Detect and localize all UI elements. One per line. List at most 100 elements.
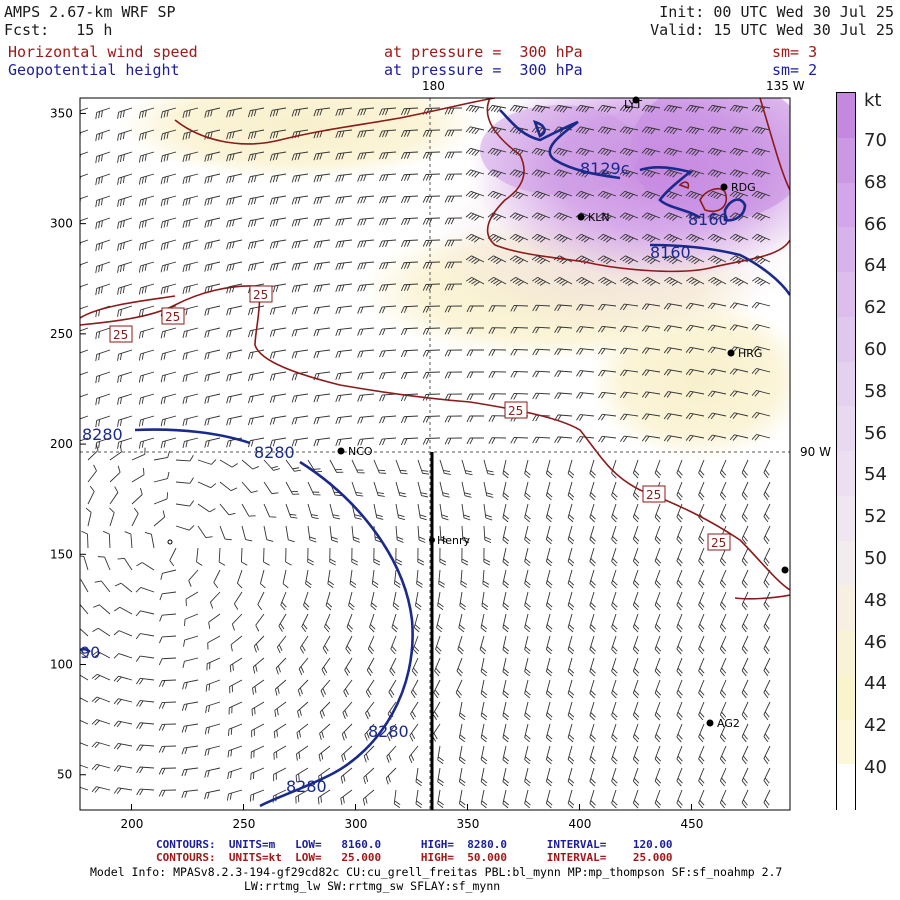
wind-barb	[487, 104, 507, 113]
wind-barb	[729, 276, 749, 286]
wind-barb	[160, 393, 177, 405]
wind-barb	[751, 233, 771, 243]
wind-barb	[182, 371, 199, 383]
wind-barb	[698, 789, 705, 809]
wind-barb	[400, 437, 419, 446]
wind-barb	[296, 723, 309, 740]
wind-barb	[698, 657, 705, 677]
wind-barb	[502, 503, 510, 523]
wind-barb	[763, 767, 771, 787]
wind-barb	[241, 459, 260, 470]
wind-barb	[685, 324, 705, 332]
wind-barb	[117, 305, 133, 317]
wind-barb	[545, 657, 553, 677]
wind-barb	[80, 239, 89, 252]
wind-barb	[461, 481, 472, 498]
wind-barb	[95, 217, 111, 230]
wind-barb	[510, 370, 529, 378]
wind-barb	[531, 276, 551, 286]
wind-barb	[159, 613, 177, 622]
x-tick-label: 450	[680, 817, 703, 831]
wind-barb	[253, 635, 265, 653]
wind-barb	[461, 525, 470, 543]
wind-barb	[483, 481, 494, 498]
wind-barb	[204, 107, 221, 118]
colorbar-unit: kt	[864, 90, 882, 111]
wind-barb	[291, 195, 309, 205]
wind-barb	[80, 327, 89, 340]
wind-barb	[487, 276, 507, 286]
wind-barb	[509, 104, 529, 113]
wind-barb	[509, 233, 529, 243]
wind-barb	[545, 525, 553, 545]
wind-barb	[160, 129, 177, 141]
wind-barb	[729, 190, 749, 200]
svg-text:25: 25	[508, 404, 523, 418]
wind-barb	[400, 195, 419, 204]
wind-barb	[181, 701, 199, 712]
wind-barb	[460, 569, 468, 588]
wind-barb	[663, 369, 683, 376]
wind-barb	[298, 657, 309, 676]
wind-barb	[269, 327, 287, 337]
wind-barb	[269, 349, 287, 359]
wind-barb	[553, 104, 573, 113]
wind-barb	[291, 393, 309, 403]
wind-barb	[335, 305, 353, 315]
wind-barb	[357, 173, 375, 182]
wind-barb	[763, 547, 771, 567]
wind-barb	[480, 657, 488, 677]
y-tick-label: 200	[50, 437, 73, 451]
wind-barb	[136, 722, 155, 729]
wind-barb	[502, 459, 510, 479]
wind-barb	[213, 569, 221, 589]
wind-barb	[663, 413, 683, 420]
wind-barb	[313, 261, 331, 271]
wind-barb	[335, 393, 353, 403]
wind-barb	[94, 580, 111, 593]
wind-barb	[226, 217, 243, 228]
model-info-line1: Model Info: MPASv8.2.3-194-gf29cd82c CU:…	[90, 865, 783, 879]
wind-barb	[488, 415, 507, 422]
wind-barb	[576, 326, 595, 333]
wind-barb	[619, 325, 639, 333]
wind-barb	[437, 745, 444, 765]
wind-barb	[204, 261, 221, 272]
station-nco: NCO	[337, 445, 373, 458]
wind-barb	[209, 591, 221, 609]
wind-barb	[204, 789, 221, 800]
colorbar-swatch	[837, 137, 855, 183]
wind-barb	[698, 635, 705, 655]
wind-barb	[357, 217, 375, 226]
wind-barb	[204, 723, 221, 735]
wind-barb	[619, 169, 639, 178]
wind-barb	[597, 126, 617, 135]
wind-barb	[95, 151, 111, 164]
wind-barb	[109, 507, 115, 527]
wind-barb	[763, 613, 771, 633]
wind-barb	[305, 569, 312, 589]
wind-barb	[480, 679, 488, 699]
wind-barb	[729, 126, 749, 135]
wind-barb	[204, 217, 221, 228]
wind-barb	[502, 745, 510, 765]
wind-barb	[275, 657, 287, 675]
wind-barb	[80, 349, 89, 362]
wind-barb	[297, 679, 309, 697]
wind-barb	[175, 477, 194, 484]
wind-barb	[158, 657, 177, 666]
wind-barb	[182, 415, 199, 427]
wind-barb	[335, 151, 353, 161]
field2-smoothing: sm= 2	[772, 61, 818, 79]
wind-barb	[641, 190, 661, 200]
wind-barb	[400, 261, 419, 270]
wind-barb	[707, 233, 727, 243]
wind-barb	[158, 767, 177, 775]
wind-barb	[641, 325, 661, 332]
wind-barb	[247, 217, 265, 228]
wind-barb	[741, 503, 749, 523]
wind-barb	[707, 104, 727, 113]
wind-barb	[313, 327, 331, 337]
wind-barb	[395, 503, 406, 521]
